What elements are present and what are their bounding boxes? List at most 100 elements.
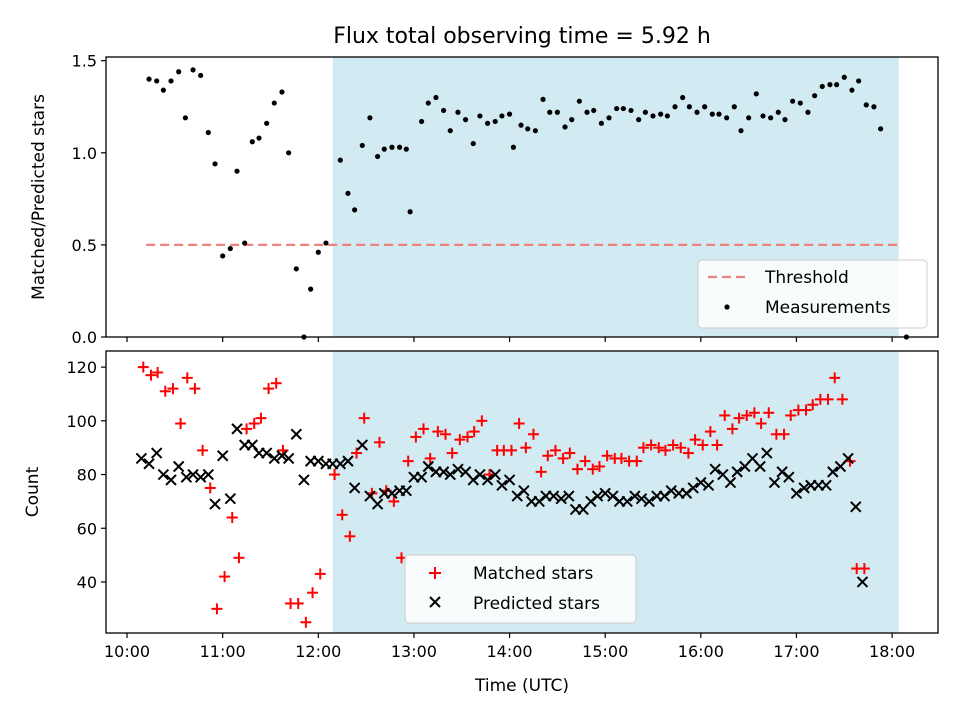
- matched-point: [152, 366, 164, 378]
- predicted-point: [216, 450, 229, 462]
- predicted-point: [342, 455, 354, 467]
- measurement-point: [264, 120, 270, 126]
- legend-predicted-label: Predicted stars: [473, 594, 600, 614]
- measurement-point: [591, 107, 597, 114]
- predicted-point: [312, 455, 325, 467]
- measurement-point: [160, 87, 166, 93]
- legend-measurements-swatch: [724, 304, 730, 310]
- predicted-point: [452, 463, 464, 475]
- measurement-point: [242, 240, 248, 246]
- matched-point: [307, 587, 319, 599]
- ratio-panel-frame: [105, 56, 939, 338]
- measurement-point: [381, 146, 387, 152]
- matched-point: [137, 361, 149, 373]
- predicted-point: [143, 458, 155, 470]
- matched-point: [226, 512, 238, 524]
- predicted-point: [856, 576, 869, 588]
- predicted-point: [224, 493, 237, 505]
- predicted-point: [687, 482, 699, 494]
- matched-point: [800, 404, 812, 416]
- matched-point: [711, 439, 723, 451]
- x-tick-label: 16:00: [678, 642, 724, 661]
- matched-point: [468, 426, 480, 438]
- matched-point: [476, 415, 488, 427]
- y-tick-label: 120: [66, 358, 97, 377]
- count-panel-frame: [105, 350, 939, 634]
- matched-point: [233, 552, 245, 564]
- predicted-point: [783, 471, 795, 483]
- predicted-point: [268, 452, 281, 465]
- matched-point: [741, 409, 753, 421]
- matched-point: [557, 452, 569, 464]
- measurement-point: [658, 111, 664, 117]
- predicted-point: [635, 493, 648, 505]
- matched-point: [402, 455, 414, 467]
- measurement-point: [731, 104, 737, 110]
- matched-point: [535, 466, 547, 478]
- measurement-point: [492, 118, 498, 125]
- measurement-point: [562, 124, 568, 130]
- measurement-point: [540, 96, 546, 102]
- measurement-point: [584, 109, 590, 115]
- measurement-point: [598, 120, 604, 126]
- matched-point: [637, 442, 649, 454]
- measurement-point: [768, 115, 774, 121]
- y-tick-label: 0.5: [72, 236, 97, 255]
- predicted-point: [437, 466, 450, 478]
- matched-point: [675, 442, 687, 454]
- x-tick-label: 15:00: [582, 642, 628, 661]
- matched-point: [219, 571, 231, 583]
- matched-point: [513, 418, 525, 430]
- matched-point: [159, 385, 171, 397]
- predicted-point: [415, 471, 428, 483]
- predicted-point: [260, 447, 273, 459]
- predicted-point: [334, 458, 347, 470]
- matched-point: [653, 442, 665, 454]
- measurement-point: [620, 105, 626, 112]
- predicted-point: [754, 460, 766, 473]
- measurement-point: [256, 135, 262, 141]
- measurement-point: [146, 76, 152, 82]
- measurement-point: [576, 98, 582, 104]
- measurement-point: [716, 111, 722, 117]
- matched-point: [410, 431, 422, 443]
- measurement-point: [425, 100, 431, 106]
- legend-matched-label: Matched stars: [473, 564, 593, 584]
- measurement-point: [403, 146, 409, 152]
- predicted-point: [820, 479, 832, 491]
- measurement-point: [220, 253, 226, 259]
- measurement-point: [279, 89, 285, 95]
- predicted-point: [591, 490, 604, 502]
- measurement-point: [510, 144, 516, 150]
- measurement-point: [753, 91, 759, 97]
- measurement-point: [440, 107, 447, 114]
- matched-point: [292, 597, 304, 609]
- measurement-point: [680, 94, 686, 101]
- matched-point: [719, 409, 731, 421]
- predicted-point: [386, 487, 398, 500]
- measurement-point: [606, 115, 612, 121]
- measurement-point: [484, 120, 491, 126]
- matched-point: [858, 563, 870, 575]
- predicted-point: [555, 493, 567, 505]
- matched-point: [314, 568, 326, 580]
- predicted-point: [827, 466, 839, 478]
- measurement-point: [190, 67, 196, 73]
- measurement-point: [308, 286, 314, 292]
- predicted-point: [761, 447, 773, 459]
- matched-point: [241, 423, 253, 435]
- measurement-point: [182, 115, 188, 121]
- measurement-point: [532, 128, 538, 134]
- matched-point: [145, 369, 157, 381]
- count-y-axis-label: Count: [23, 466, 43, 517]
- legend-matched-swatch: [429, 567, 441, 579]
- matched-point: [785, 409, 797, 421]
- predicted-point: [194, 471, 207, 483]
- matched-point: [255, 412, 267, 424]
- x-tick-label: 12:00: [295, 642, 341, 661]
- measurement-point: [694, 109, 700, 115]
- matched-point: [587, 463, 599, 475]
- predicted-point: [798, 482, 810, 494]
- matched-point: [579, 455, 591, 467]
- measurement-point: [686, 104, 692, 110]
